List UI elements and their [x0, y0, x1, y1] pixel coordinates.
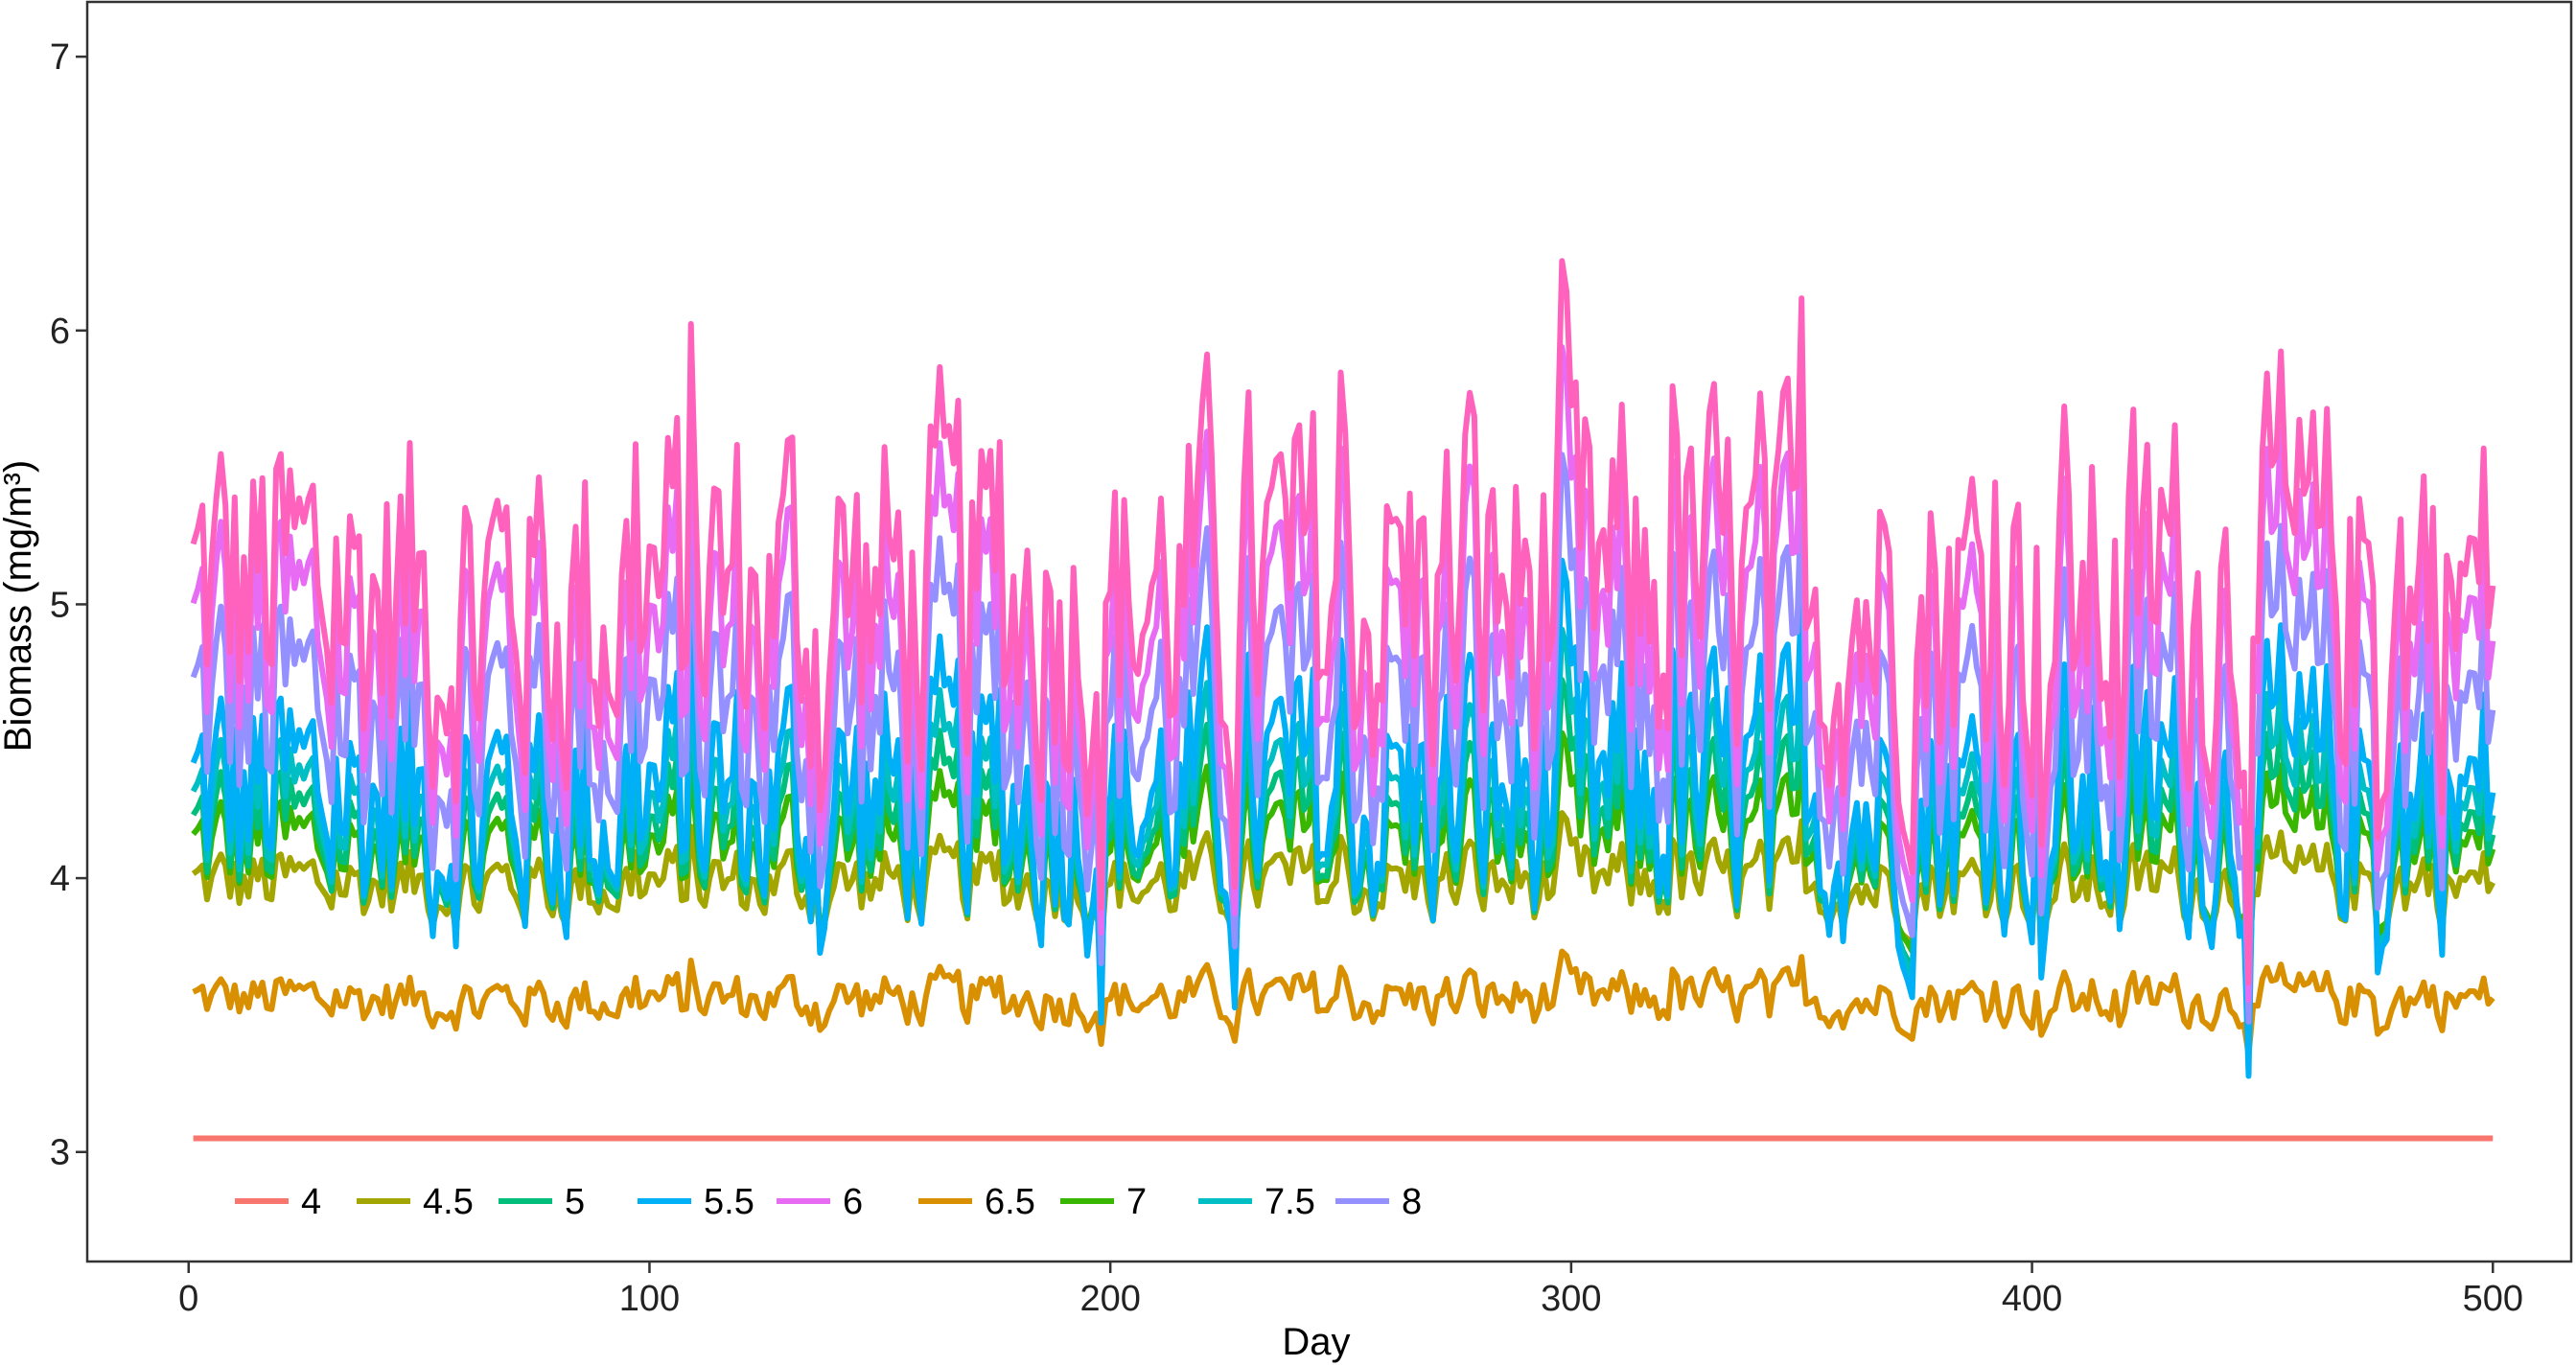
y-tick-label: 3: [50, 1133, 70, 1173]
y-axis: 3 4 5 6 7: [50, 37, 87, 1173]
series-line-8: [190, 451, 2496, 1025]
x-axis-title: Day: [1282, 1321, 1350, 1363]
series-line-5-5: [190, 557, 2496, 1079]
x-tick-label: 400: [2002, 1279, 2062, 1319]
y-tick-label: 5: [50, 585, 70, 625]
legend-label: 8: [1402, 1182, 1422, 1222]
x-tick-label: 200: [1079, 1279, 1140, 1319]
x-tick-label: 100: [619, 1279, 680, 1319]
series-layer: [190, 258, 2496, 1142]
y-tick-label: 6: [50, 312, 70, 352]
legend-label: 6: [843, 1182, 863, 1222]
x-tick-label: 300: [1541, 1279, 1601, 1319]
legend-label: 4.5: [423, 1182, 474, 1222]
legend-label: 4: [301, 1182, 321, 1222]
series-line-4-5: [191, 810, 2495, 971]
legend: 4 4.5 5 5.5 6 6.5 7 7.5 8: [235, 1182, 1422, 1222]
legend-label: 7: [1126, 1182, 1147, 1222]
x-tick-label: 500: [2463, 1279, 2523, 1319]
legend-label: 5: [565, 1182, 585, 1222]
legend-label: 6.5: [985, 1182, 1035, 1222]
series-line-6-5: [192, 948, 2495, 1058]
legend-label: 7.5: [1265, 1182, 1315, 1222]
x-axis: 0 100 200 300 400 500: [178, 1262, 2523, 1319]
y-axis-title: Biomass (mg/m³): [0, 460, 39, 752]
legend-label: 5.5: [704, 1182, 754, 1222]
x-tick-label: 0: [178, 1279, 198, 1319]
y-tick-label: 7: [50, 37, 70, 78]
y-tick-label: 4: [50, 859, 70, 899]
series-line-upper: [190, 258, 2496, 986]
